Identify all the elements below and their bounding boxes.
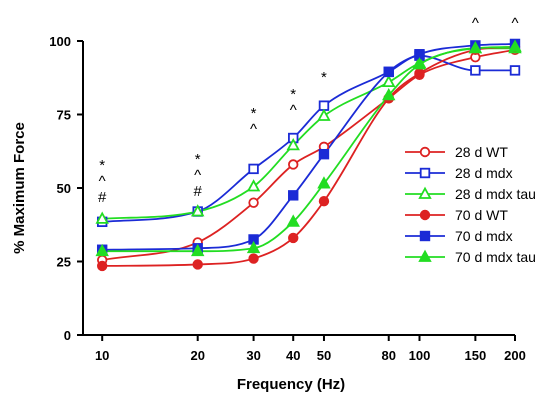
legend-label: 28 d WT	[455, 144, 508, 160]
legend-label: 28 d mdx tau	[455, 186, 536, 202]
annotation-symbol: #	[194, 183, 203, 200]
data-point	[248, 197, 259, 208]
annotation-symbol: *	[99, 157, 105, 174]
axes: 0 25 50 75 100 10 20 30 40 50 80 100 150 200	[49, 34, 526, 363]
data-point	[318, 148, 330, 160]
data-point	[468, 40, 483, 54]
x-tick-label: 150	[465, 348, 487, 363]
x-tick-label: 200	[504, 348, 526, 363]
x-tick-label: 100	[409, 348, 431, 363]
annotation-symbol: #	[98, 189, 107, 206]
x-tick-label: 40	[286, 348, 300, 363]
legend-marker	[418, 186, 432, 199]
x-tick-label: 20	[190, 348, 204, 363]
data-point	[190, 243, 205, 257]
annotation-symbol: ^	[99, 173, 106, 190]
legend-label: 28 d mdx	[455, 165, 513, 181]
data-point	[382, 88, 396, 101]
y-axis-title: % Maximum Force	[11, 122, 28, 254]
x-axis-title: Frequency (Hz)	[237, 376, 345, 393]
annotation-symbol: *	[195, 151, 201, 168]
data-point	[508, 39, 522, 52]
data-point	[96, 260, 108, 272]
annotation-symbol: ^	[250, 121, 257, 138]
data-point	[382, 74, 396, 88]
series-line	[102, 54, 515, 223]
series-line	[102, 45, 516, 267]
annotation-symbol: *	[321, 69, 327, 86]
x-tick-label: 10	[95, 348, 109, 363]
data-point	[95, 243, 109, 257]
legend: 28 d WT 28 d mdx 28 d mdx tau 70 d WT 70 d m…	[405, 144, 536, 265]
data-point	[286, 214, 300, 227]
annotation-symbol: *	[290, 86, 296, 103]
data-point	[412, 57, 427, 70]
data-point	[246, 240, 261, 254]
legend-label: 70 d mdx	[455, 228, 513, 244]
data-points	[95, 38, 522, 272]
data-point	[190, 204, 205, 217]
data-point	[470, 65, 481, 76]
data-point	[288, 159, 299, 170]
legend-marker	[419, 167, 431, 179]
data-point	[317, 176, 331, 189]
y-tick-label: 100	[49, 34, 71, 49]
x-tick-label: 80	[382, 348, 396, 363]
legend-marker	[419, 230, 431, 242]
data-point	[248, 253, 259, 264]
legend-marker	[418, 249, 432, 262]
data-point	[286, 137, 300, 151]
data-point	[317, 108, 331, 121]
data-point	[414, 68, 425, 79]
data-point	[288, 232, 299, 244]
annotation-symbol: *	[251, 105, 257, 122]
y-tick-label: 0	[64, 328, 71, 343]
series-line	[102, 48, 516, 261]
annotation-symbol: ^	[511, 15, 518, 32]
x-tick-label: 50	[317, 348, 331, 363]
y-tick-label: 50	[57, 181, 71, 196]
annotation-symbol: ^	[194, 167, 201, 184]
data-point	[509, 65, 521, 76]
series-line	[102, 47, 515, 220]
data-point	[288, 190, 299, 201]
data-point	[383, 66, 394, 78]
legend-marker	[419, 209, 431, 221]
y-tick-label: 75	[57, 108, 71, 123]
data-point	[248, 163, 259, 175]
significance-annotations: *^#*^#*^*^*^ ^	[98, 15, 519, 206]
data-point	[192, 259, 203, 270]
fit-curves	[102, 43, 516, 267]
annotation-symbol: ^	[290, 102, 297, 119]
legend-label: 70 d WT	[455, 207, 508, 223]
data-point	[95, 211, 109, 224]
y-tick-label: 25	[57, 255, 71, 270]
data-point	[246, 179, 261, 192]
legend-label: 70 d mdx tau	[455, 249, 536, 265]
data-point	[318, 196, 330, 207]
x-tick-label: 30	[246, 348, 260, 363]
legend-marker	[419, 146, 431, 158]
annotation-symbol: ^	[472, 15, 479, 32]
